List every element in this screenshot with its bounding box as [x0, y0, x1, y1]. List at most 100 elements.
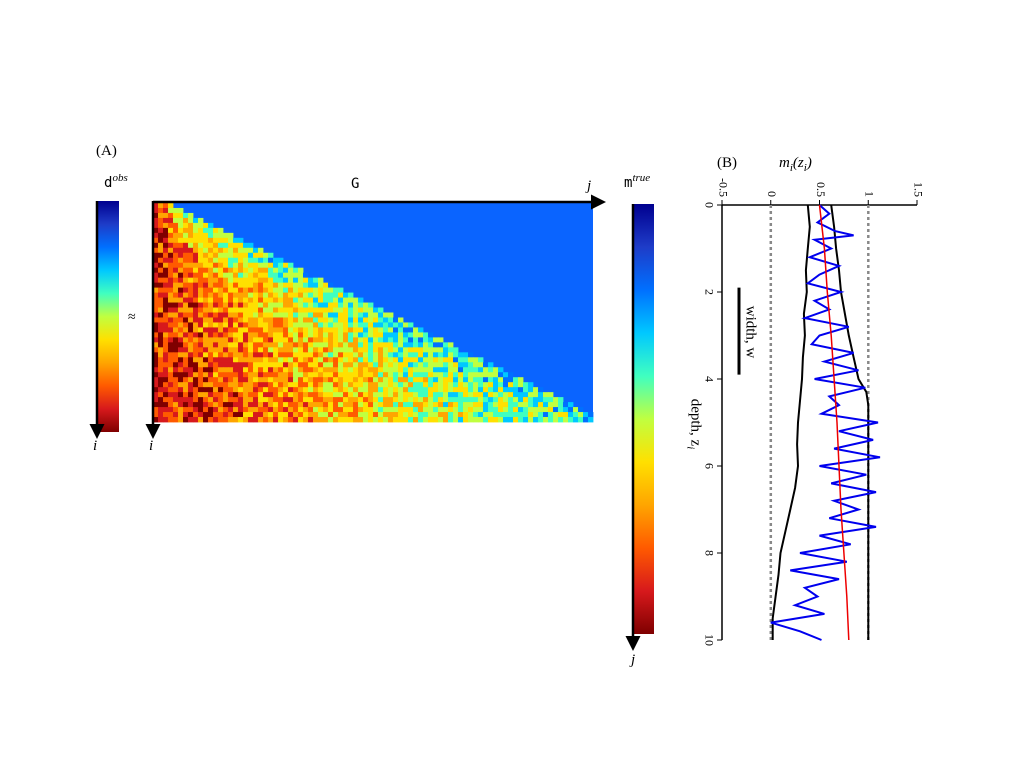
- g-matrix-cell: [478, 372, 484, 378]
- g-matrix-cell: [243, 322, 249, 328]
- g-matrix-cell: [368, 372, 374, 378]
- g-matrix-cell: [393, 387, 399, 393]
- g-matrix-cell: [173, 212, 179, 219]
- g-matrix-cell: [253, 292, 259, 298]
- g-matrix-cell: [233, 402, 239, 408]
- g-matrix-cell: [173, 377, 179, 383]
- g-matrix-cell: [188, 312, 194, 318]
- g-matrix-cell: [223, 387, 229, 393]
- g-matrix-cell: [383, 357, 389, 363]
- g-matrix-cell: [338, 417, 344, 423]
- g-matrix-cell: [258, 282, 264, 289]
- g-matrix-cell: [173, 217, 179, 224]
- g-matrix-cell: [348, 307, 354, 313]
- g-matrix-cell: [203, 372, 209, 378]
- g-matrix-cell: [373, 392, 379, 398]
- g-matrix-cell: [288, 292, 294, 298]
- g-matrix-cell: [213, 337, 219, 343]
- g-matrix-cell: [393, 332, 399, 338]
- g-matrix-cell: [338, 302, 344, 308]
- g-matrix-cell: [218, 267, 224, 274]
- g-matrix-cell: [438, 407, 444, 413]
- g-matrix-cell: [158, 222, 164, 229]
- g-matrix-cell: [178, 332, 184, 338]
- g-matrix-cell: [493, 367, 499, 373]
- g-matrix-cell: [583, 412, 589, 418]
- g-matrix-cell: [278, 287, 284, 293]
- g-matrix-cell: [458, 407, 464, 413]
- g-matrix-cell: [223, 357, 229, 363]
- g-matrix-cell: [273, 407, 279, 413]
- g-matrix-cell: [183, 277, 189, 284]
- g-matrix-cell: [213, 312, 219, 318]
- g-matrix-cell: [298, 407, 304, 413]
- g-matrix-cell: [433, 397, 439, 403]
- g-matrix-cell: [283, 262, 289, 269]
- g-matrix-cell: [248, 247, 254, 254]
- g-matrix-cell: [388, 322, 394, 328]
- g-matrix-cell: [218, 402, 224, 408]
- g-matrix-cell: [343, 332, 349, 338]
- g-matrix-cell: [223, 332, 229, 338]
- g-matrix-cell: [383, 372, 389, 378]
- g-matrix-cell: [273, 352, 279, 358]
- g-matrix-cell: [158, 242, 164, 249]
- g-matrix-cell: [183, 417, 189, 423]
- g-matrix-cell: [243, 357, 249, 363]
- g-matrix-cell: [183, 367, 189, 373]
- g-matrix-cell: [268, 297, 274, 303]
- g-matrix-cell: [188, 232, 194, 239]
- g-matrix-cell: [353, 357, 359, 363]
- g-matrix-cell: [413, 392, 419, 398]
- g-matrix-cell: [243, 317, 249, 323]
- g-matrix-cell: [248, 302, 254, 308]
- g-matrix-cell: [388, 347, 394, 353]
- g-matrix-cell: [353, 382, 359, 388]
- g-matrix-cell: [478, 362, 484, 368]
- g-matrix-cell: [433, 337, 439, 343]
- g-matrix-cell: [253, 297, 259, 303]
- g-matrix-cell: [223, 267, 229, 274]
- g-matrix-cell: [223, 412, 229, 418]
- g-matrix-cell: [488, 397, 494, 403]
- g-matrix-cell: [228, 362, 234, 368]
- g-matrix-cell: [348, 377, 354, 383]
- g-matrix-cell: [193, 377, 199, 383]
- g-matrix-cell: [178, 217, 184, 224]
- g-matrix-cell: [413, 417, 419, 423]
- g-matrix-cell: [233, 322, 239, 328]
- g-matrix-cell: [223, 287, 229, 293]
- g-matrix-cell: [203, 417, 209, 423]
- g-matrix-cell: [373, 412, 379, 418]
- g-matrix-cell: [158, 302, 164, 308]
- g-matrix-cell: [283, 412, 289, 418]
- g-matrix-cell: [273, 402, 279, 408]
- g-matrix-cell: [378, 362, 384, 368]
- g-matrix-cell: [368, 417, 374, 423]
- g-matrix-cell: [263, 322, 269, 328]
- g-matrix-cell: [258, 332, 264, 338]
- g-matrix-cell: [333, 347, 339, 353]
- x-axis-label-arg: (z: [792, 155, 804, 171]
- g-matrix-cell: [218, 372, 224, 378]
- g-matrix-cell: [338, 402, 344, 408]
- g-matrix-cell: [203, 382, 209, 388]
- g-matrix-cell: [348, 392, 354, 398]
- g-matrix-cell: [328, 412, 334, 418]
- g-matrix-cell: [283, 387, 289, 393]
- g-matrix-cell: [183, 357, 189, 363]
- dobs-vector: [97, 201, 119, 432]
- g-matrix-cell: [428, 352, 434, 358]
- g-matrix-cell: [153, 312, 159, 318]
- g-matrix-cell: [248, 277, 254, 284]
- g-matrix-cell: [223, 302, 229, 308]
- g-matrix-cell: [213, 257, 219, 264]
- g-matrix-cell: [178, 352, 184, 358]
- g-matrix-cell: [238, 397, 244, 403]
- g-matrix-cell: [233, 397, 239, 403]
- mtrue-label: mtrue: [624, 172, 650, 192]
- g-matrix-cell: [393, 392, 399, 398]
- g-matrix-cell: [243, 257, 249, 264]
- g-matrix-cell: [333, 357, 339, 363]
